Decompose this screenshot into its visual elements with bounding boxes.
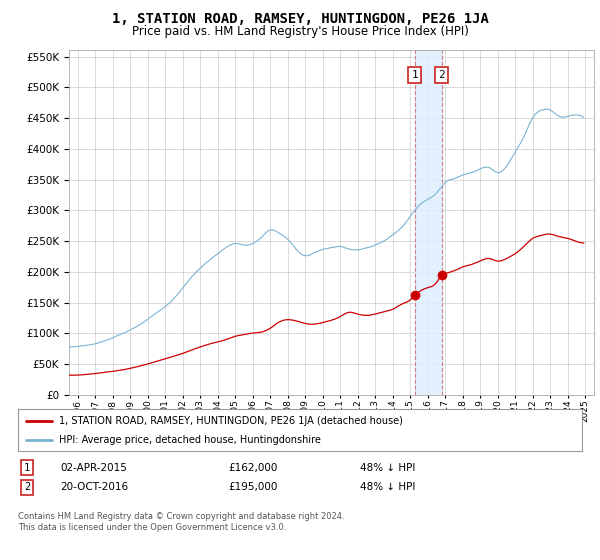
Text: 48% ↓ HPI: 48% ↓ HPI: [360, 463, 415, 473]
Bar: [415, 50, 442, 395]
Text: 48% ↓ HPI: 48% ↓ HPI: [360, 482, 415, 492]
Text: 1: 1: [24, 463, 30, 473]
Text: 1, STATION ROAD, RAMSEY, HUNTINGDON, PE26 1JA: 1, STATION ROAD, RAMSEY, HUNTINGDON, PE2…: [112, 12, 488, 26]
Text: Price paid vs. HM Land Registry's House Price Index (HPI): Price paid vs. HM Land Registry's House …: [131, 25, 469, 38]
Text: Contains HM Land Registry data © Crown copyright and database right 2024.
This d: Contains HM Land Registry data © Crown c…: [18, 512, 344, 532]
Text: 2: 2: [438, 70, 445, 80]
Text: 02-APR-2015: 02-APR-2015: [60, 463, 127, 473]
Text: 20-OCT-2016: 20-OCT-2016: [60, 482, 128, 492]
Text: 1: 1: [411, 70, 418, 80]
Text: 1, STATION ROAD, RAMSEY, HUNTINGDON, PE26 1JA (detached house): 1, STATION ROAD, RAMSEY, HUNTINGDON, PE2…: [59, 416, 403, 426]
Text: £195,000: £195,000: [228, 482, 277, 492]
Text: £162,000: £162,000: [228, 463, 277, 473]
Text: HPI: Average price, detached house, Huntingdonshire: HPI: Average price, detached house, Hunt…: [59, 435, 320, 445]
Text: 2: 2: [24, 482, 30, 492]
